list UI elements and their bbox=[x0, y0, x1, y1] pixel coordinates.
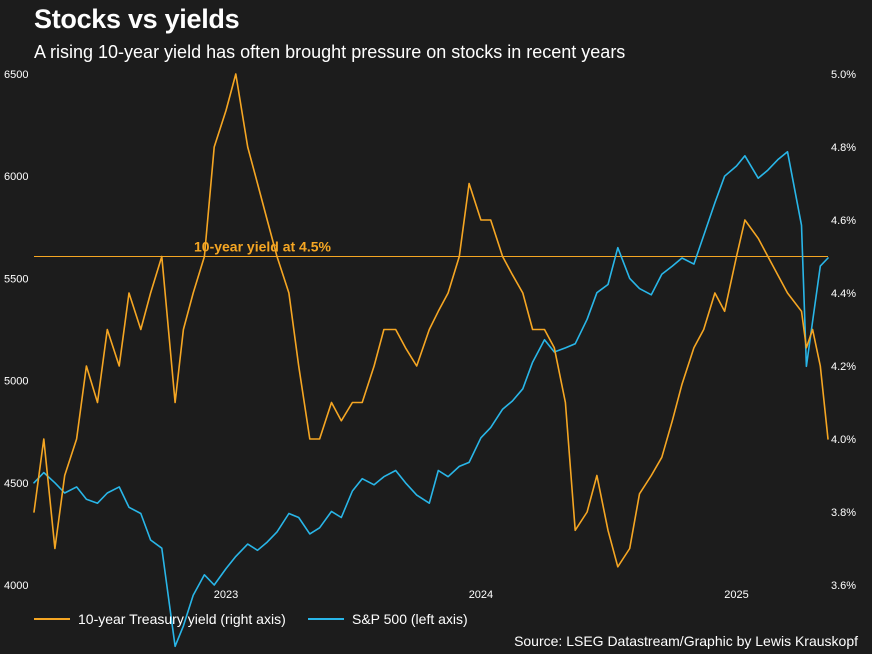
legend-swatch-yield bbox=[34, 618, 70, 620]
legend-item-yield: 10-year Treasury yield (right axis) bbox=[34, 611, 286, 627]
legend-label-yield: 10-year Treasury yield (right axis) bbox=[78, 611, 286, 627]
x-tick-label: 2024 bbox=[469, 589, 493, 601]
series-line-yield bbox=[33, 73, 829, 568]
right-tick-label: 3.8% bbox=[831, 507, 856, 519]
legend-swatch-sp500 bbox=[308, 618, 344, 620]
reference-line-label: 10-year yield at 4.5% bbox=[194, 239, 332, 255]
right-tick-label: 5.0% bbox=[831, 69, 856, 81]
x-tick-label: 2023 bbox=[214, 589, 238, 601]
left-tick-label: 6500 bbox=[4, 69, 28, 81]
legend-label-sp500: S&P 500 (left axis) bbox=[352, 611, 468, 627]
left-tick-label: 5000 bbox=[4, 376, 28, 388]
right-tick-label: 3.6% bbox=[831, 580, 856, 592]
x-tick-label: 2025 bbox=[724, 589, 748, 601]
legend-item-sp500: S&P 500 (left axis) bbox=[308, 611, 468, 627]
right-tick-label: 4.2% bbox=[831, 361, 856, 373]
source-note: Source: LSEG Datastream/Graphic by Lewis… bbox=[514, 633, 858, 649]
chart-subtitle: A rising 10-year yield has often brought… bbox=[34, 42, 626, 62]
right-tick-label: 4.6% bbox=[831, 215, 856, 227]
right-tick-label: 4.0% bbox=[831, 434, 856, 446]
right-tick-label: 4.4% bbox=[831, 288, 856, 300]
right-axis-ticks: 5.0% 4.8% 4.6% 4.4% 4.2% 4.0% 3.8% 3.6% bbox=[831, 69, 856, 592]
x-axis-ticks: 2023 2024 2025 bbox=[214, 589, 749, 601]
series-line-sp500 bbox=[33, 150, 829, 648]
left-tick-label: 6000 bbox=[4, 171, 28, 183]
left-axis-ticks: 6500 6000 5500 5000 4500 4000 bbox=[4, 69, 28, 592]
series-layer bbox=[33, 73, 829, 648]
chart-title: Stocks vs yields bbox=[34, 4, 240, 34]
left-tick-label: 4500 bbox=[4, 478, 28, 490]
right-tick-label: 4.8% bbox=[831, 142, 856, 154]
left-tick-label: 5500 bbox=[4, 273, 28, 285]
left-tick-label: 4000 bbox=[4, 580, 28, 592]
